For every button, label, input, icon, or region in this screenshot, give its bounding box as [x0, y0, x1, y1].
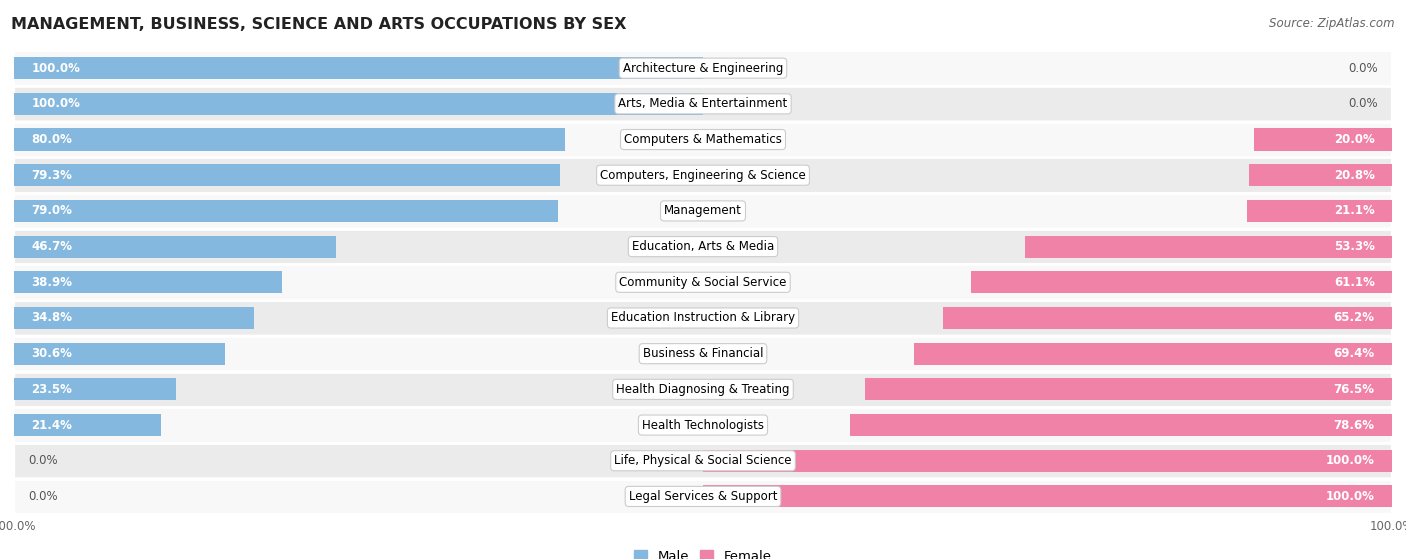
- Bar: [14, 129, 565, 150]
- Text: MANAGEMENT, BUSINESS, SCIENCE AND ARTS OCCUPATIONS BY SEX: MANAGEMENT, BUSINESS, SCIENCE AND ARTS O…: [11, 17, 627, 32]
- FancyBboxPatch shape: [14, 407, 1392, 443]
- Text: Health Diagnosing & Treating: Health Diagnosing & Treating: [616, 383, 790, 396]
- Bar: [14, 235, 336, 258]
- Text: 100.0%: 100.0%: [1326, 454, 1375, 467]
- Bar: [14, 93, 703, 115]
- FancyBboxPatch shape: [14, 50, 1392, 86]
- FancyBboxPatch shape: [14, 122, 1392, 158]
- Text: 34.8%: 34.8%: [31, 311, 72, 324]
- Bar: [1247, 200, 1392, 222]
- Text: 79.0%: 79.0%: [31, 205, 72, 217]
- Text: Source: ZipAtlas.com: Source: ZipAtlas.com: [1270, 17, 1395, 30]
- FancyBboxPatch shape: [14, 300, 1392, 336]
- Bar: [943, 307, 1392, 329]
- Text: 0.0%: 0.0%: [1348, 61, 1378, 75]
- Text: Arts, Media & Entertainment: Arts, Media & Entertainment: [619, 97, 787, 110]
- Text: 21.1%: 21.1%: [1334, 205, 1375, 217]
- Text: 61.1%: 61.1%: [1334, 276, 1375, 289]
- Text: Health Technologists: Health Technologists: [643, 419, 763, 432]
- Text: 100.0%: 100.0%: [31, 97, 80, 110]
- Text: Computers, Engineering & Science: Computers, Engineering & Science: [600, 169, 806, 182]
- Text: 53.3%: 53.3%: [1334, 240, 1375, 253]
- Legend: Male, Female: Male, Female: [628, 544, 778, 559]
- Text: 0.0%: 0.0%: [1348, 97, 1378, 110]
- Bar: [972, 271, 1392, 293]
- Text: 79.3%: 79.3%: [31, 169, 72, 182]
- Bar: [14, 164, 561, 186]
- Bar: [14, 414, 162, 436]
- Bar: [914, 343, 1392, 364]
- FancyBboxPatch shape: [14, 479, 1392, 514]
- Text: 78.6%: 78.6%: [1334, 419, 1375, 432]
- Bar: [703, 485, 1392, 508]
- Bar: [865, 378, 1392, 400]
- Text: 21.4%: 21.4%: [31, 419, 72, 432]
- Text: Education Instruction & Library: Education Instruction & Library: [612, 311, 794, 324]
- Text: Architecture & Engineering: Architecture & Engineering: [623, 61, 783, 75]
- Text: Life, Physical & Social Science: Life, Physical & Social Science: [614, 454, 792, 467]
- Bar: [14, 378, 176, 400]
- Text: 80.0%: 80.0%: [31, 133, 72, 146]
- Bar: [14, 57, 703, 79]
- FancyBboxPatch shape: [14, 86, 1392, 122]
- Text: 30.6%: 30.6%: [31, 347, 72, 360]
- Text: 76.5%: 76.5%: [1334, 383, 1375, 396]
- Bar: [1249, 164, 1392, 186]
- Text: 46.7%: 46.7%: [31, 240, 72, 253]
- Text: 20.8%: 20.8%: [1334, 169, 1375, 182]
- Text: 100.0%: 100.0%: [31, 61, 80, 75]
- Text: 23.5%: 23.5%: [31, 383, 72, 396]
- FancyBboxPatch shape: [14, 372, 1392, 407]
- Bar: [14, 343, 225, 364]
- Text: 69.4%: 69.4%: [1334, 347, 1375, 360]
- FancyBboxPatch shape: [14, 158, 1392, 193]
- Bar: [14, 307, 254, 329]
- Text: 0.0%: 0.0%: [28, 490, 58, 503]
- Text: Community & Social Service: Community & Social Service: [619, 276, 787, 289]
- FancyBboxPatch shape: [14, 229, 1392, 264]
- Bar: [14, 200, 558, 222]
- Bar: [703, 449, 1392, 472]
- Text: Management: Management: [664, 205, 742, 217]
- Text: 65.2%: 65.2%: [1334, 311, 1375, 324]
- Text: 20.0%: 20.0%: [1334, 133, 1375, 146]
- Bar: [1254, 129, 1392, 150]
- Text: 100.0%: 100.0%: [1326, 490, 1375, 503]
- Bar: [14, 271, 283, 293]
- Text: Computers & Mathematics: Computers & Mathematics: [624, 133, 782, 146]
- Text: 0.0%: 0.0%: [28, 454, 58, 467]
- FancyBboxPatch shape: [14, 264, 1392, 300]
- Text: Business & Financial: Business & Financial: [643, 347, 763, 360]
- Bar: [1025, 235, 1392, 258]
- Text: Legal Services & Support: Legal Services & Support: [628, 490, 778, 503]
- FancyBboxPatch shape: [14, 336, 1392, 372]
- Text: 38.9%: 38.9%: [31, 276, 72, 289]
- FancyBboxPatch shape: [14, 193, 1392, 229]
- FancyBboxPatch shape: [14, 443, 1392, 479]
- Text: Education, Arts & Media: Education, Arts & Media: [631, 240, 775, 253]
- Bar: [851, 414, 1392, 436]
